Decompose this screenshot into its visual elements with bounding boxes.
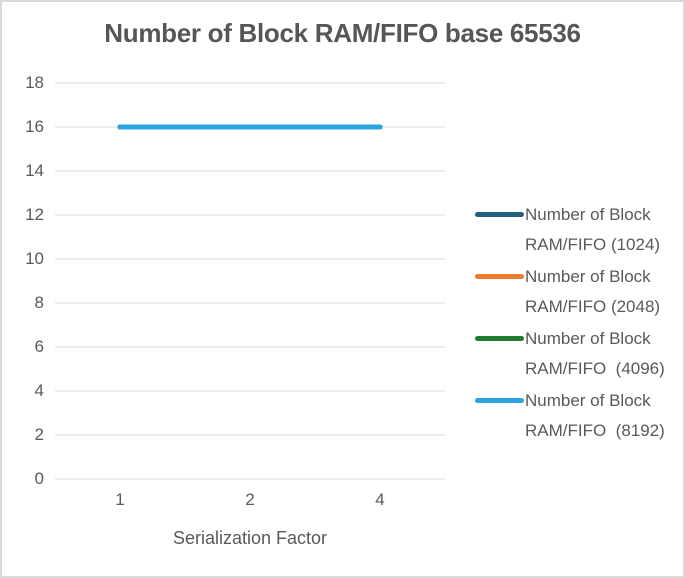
legend-item[interactable]: Number of Block RAM/FIFO (8192) — [475, 386, 680, 446]
y-tick-label: 0 — [34, 469, 44, 488]
y-tick-label: 16 — [25, 117, 44, 136]
legend-label: Number of Block RAM/FIFO (1024) — [525, 205, 661, 254]
x-tick-label: 1 — [115, 490, 125, 509]
legend-swatch — [475, 274, 524, 279]
y-tick-label: 10 — [25, 249, 44, 268]
y-tick-label: 2 — [34, 425, 44, 444]
y-tick-label: 12 — [25, 205, 44, 224]
y-tick-label: 14 — [25, 161, 44, 180]
y-tick-label: 18 — [25, 73, 44, 92]
legend-swatch — [475, 212, 524, 217]
y-tick-label: 6 — [34, 337, 44, 356]
legend-item[interactable]: Number of Block RAM/FIFO (4096) — [475, 324, 680, 384]
legend-swatch — [475, 336, 524, 341]
legend-label: Number of Block RAM/FIFO (2048) — [525, 267, 661, 316]
chart-title: Number of Block RAM/FIFO base 65536 — [104, 18, 581, 48]
legend-item[interactable]: Number of Block RAM/FIFO (1024) — [475, 200, 680, 260]
x-tick-label: 2 — [245, 490, 255, 509]
legend-item[interactable]: Number of Block RAM/FIFO (2048) — [475, 262, 680, 322]
legend-label: Number of Block RAM/FIFO (4096) — [525, 329, 665, 378]
legend-swatch — [475, 398, 524, 403]
x-axis-title: Serialization Factor — [172, 528, 328, 548]
y-tick-label: 8 — [34, 293, 44, 312]
y-tick-label: 4 — [34, 381, 44, 400]
legend-label: Number of Block RAM/FIFO (8192) — [525, 391, 665, 440]
legend: Number of Block RAM/FIFO (1024) Number of … — [475, 200, 680, 446]
x-tick-label: 4 — [375, 490, 385, 509]
